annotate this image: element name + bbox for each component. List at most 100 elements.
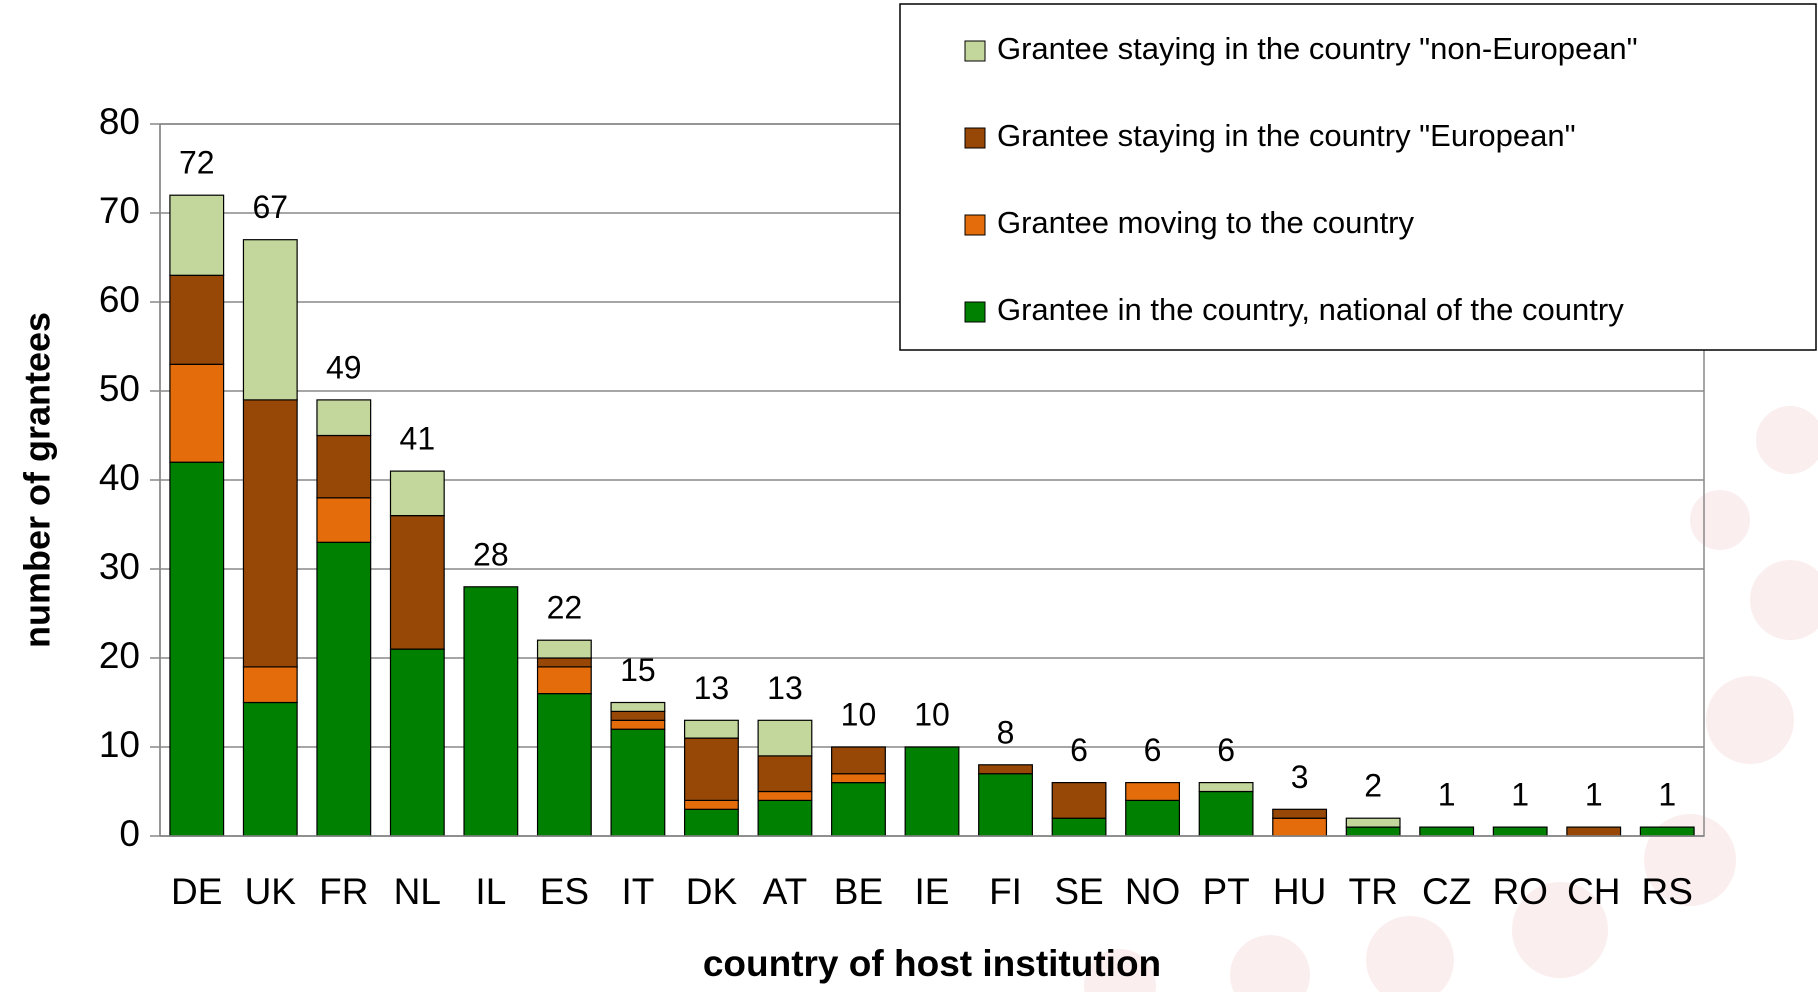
bar-segment bbox=[169, 274, 225, 365]
y-tick-label: 0 bbox=[119, 813, 140, 854]
bar-total-label: 8 bbox=[997, 714, 1015, 750]
bar-segment bbox=[316, 497, 372, 543]
bar-total-label: 6 bbox=[1144, 732, 1162, 768]
bar-segment bbox=[316, 434, 372, 499]
bar-total-label: 6 bbox=[1217, 732, 1235, 768]
bar-total-label: 49 bbox=[326, 349, 362, 385]
bar-segment bbox=[978, 773, 1033, 837]
x-tick-label: PT bbox=[1202, 871, 1249, 912]
x-tick-label: ES bbox=[540, 871, 589, 912]
y-tick-label: 40 bbox=[99, 457, 140, 498]
bar-total-label: 3 bbox=[1291, 759, 1309, 795]
bar-segment bbox=[463, 586, 519, 837]
bar-segment bbox=[978, 764, 1033, 775]
bar-segment bbox=[389, 470, 445, 517]
bar-total-label: 41 bbox=[400, 421, 436, 457]
bar-segment bbox=[831, 746, 886, 775]
x-tick-label: FI bbox=[989, 871, 1022, 912]
bar-segment bbox=[757, 755, 813, 793]
bar-segment bbox=[610, 710, 666, 721]
bar-segment bbox=[536, 692, 592, 837]
bar-total-label: 10 bbox=[841, 696, 877, 732]
y-tick-label: 20 bbox=[99, 635, 140, 676]
x-tick-label: RS bbox=[1642, 871, 1693, 912]
bar-segment bbox=[683, 799, 739, 810]
bar-segment bbox=[1125, 799, 1181, 837]
x-tick-label: SE bbox=[1054, 871, 1103, 912]
bar-segment bbox=[242, 666, 298, 704]
bar-total-label: 10 bbox=[914, 696, 950, 732]
bar-segment bbox=[683, 719, 739, 739]
bar-total-label: 28 bbox=[473, 536, 509, 572]
legend-label: Grantee staying in the country "European… bbox=[997, 118, 1576, 153]
bar-total-label: 1 bbox=[1658, 777, 1676, 813]
bar-total-label: 1 bbox=[1511, 777, 1529, 813]
x-tick-label: RO bbox=[1492, 871, 1548, 912]
y-tick-label: 10 bbox=[99, 724, 140, 765]
background-decoration bbox=[1084, 406, 1818, 992]
legend-box bbox=[899, 3, 1817, 351]
bar-segment bbox=[1198, 790, 1254, 837]
y-axis-title: number of grantees bbox=[17, 312, 58, 648]
legend-swatch bbox=[964, 214, 986, 236]
legend-label: Grantee staying in the country "non-Euro… bbox=[997, 31, 1638, 66]
bar-segment bbox=[757, 719, 813, 757]
bar-segment bbox=[242, 239, 298, 401]
legend-label: Grantee moving to the country bbox=[997, 205, 1415, 240]
bar-segment bbox=[757, 790, 813, 801]
bar-segment bbox=[1566, 826, 1622, 837]
x-tick-label: DK bbox=[686, 871, 738, 912]
bar-segment bbox=[1345, 826, 1401, 837]
x-tick-label: UK bbox=[245, 871, 297, 912]
bar-segment bbox=[683, 808, 739, 837]
bar-segment bbox=[169, 461, 225, 837]
x-axis-title: country of host institution bbox=[703, 943, 1161, 984]
x-tick-label: FR bbox=[319, 871, 368, 912]
bar-segment bbox=[1639, 826, 1695, 837]
bar-segment bbox=[536, 639, 592, 659]
legend: Grantee staying in the country "non-Euro… bbox=[899, 3, 1817, 351]
legend-swatch bbox=[964, 301, 986, 323]
bar-segment bbox=[1125, 781, 1181, 801]
bar-segment bbox=[683, 737, 739, 801]
legend-swatch bbox=[964, 40, 986, 62]
bar-total-label: 67 bbox=[252, 189, 288, 225]
bar-segment bbox=[610, 728, 666, 837]
bar-segment bbox=[169, 363, 225, 463]
bar-segment bbox=[1345, 817, 1401, 828]
bar-segment bbox=[1272, 817, 1328, 837]
bar-segment bbox=[389, 648, 445, 837]
bar-segment bbox=[169, 194, 225, 276]
bar-segment bbox=[1272, 808, 1328, 819]
bar-total-label: 22 bbox=[547, 590, 583, 626]
bar-segment bbox=[1051, 817, 1107, 837]
bar-segment bbox=[1419, 826, 1475, 837]
y-tick-label: 50 bbox=[99, 368, 140, 409]
bar-segment bbox=[831, 781, 886, 837]
bar-total-label: 13 bbox=[694, 670, 730, 706]
legend-label: Grantee in the country, national of the … bbox=[997, 292, 1624, 327]
x-tick-label: NO bbox=[1125, 871, 1181, 912]
y-tick-label: 30 bbox=[99, 546, 140, 587]
x-tick-label: AT bbox=[763, 871, 808, 912]
bar-segment bbox=[610, 719, 666, 730]
x-tick-label: TR bbox=[1348, 871, 1397, 912]
y-tick-label: 60 bbox=[99, 279, 140, 320]
bar-segment bbox=[1198, 781, 1254, 793]
bar-segment bbox=[757, 799, 813, 837]
y-tick-label: 70 bbox=[99, 190, 140, 231]
x-tick-label: IT bbox=[621, 871, 654, 912]
x-tick-label: CZ bbox=[1422, 871, 1471, 912]
bar-segment bbox=[536, 657, 592, 668]
bar-total-label: 6 bbox=[1070, 732, 1088, 768]
bar-segment bbox=[1492, 826, 1548, 837]
x-tick-label: NL bbox=[394, 871, 441, 912]
legend-swatch bbox=[964, 127, 986, 149]
bar-segment bbox=[831, 773, 886, 784]
x-tick-label: BE bbox=[834, 871, 883, 912]
x-tick-label: HU bbox=[1273, 871, 1326, 912]
bar-segment bbox=[242, 701, 298, 837]
bar-total-label: 1 bbox=[1585, 777, 1603, 813]
bar-segment bbox=[610, 701, 666, 712]
